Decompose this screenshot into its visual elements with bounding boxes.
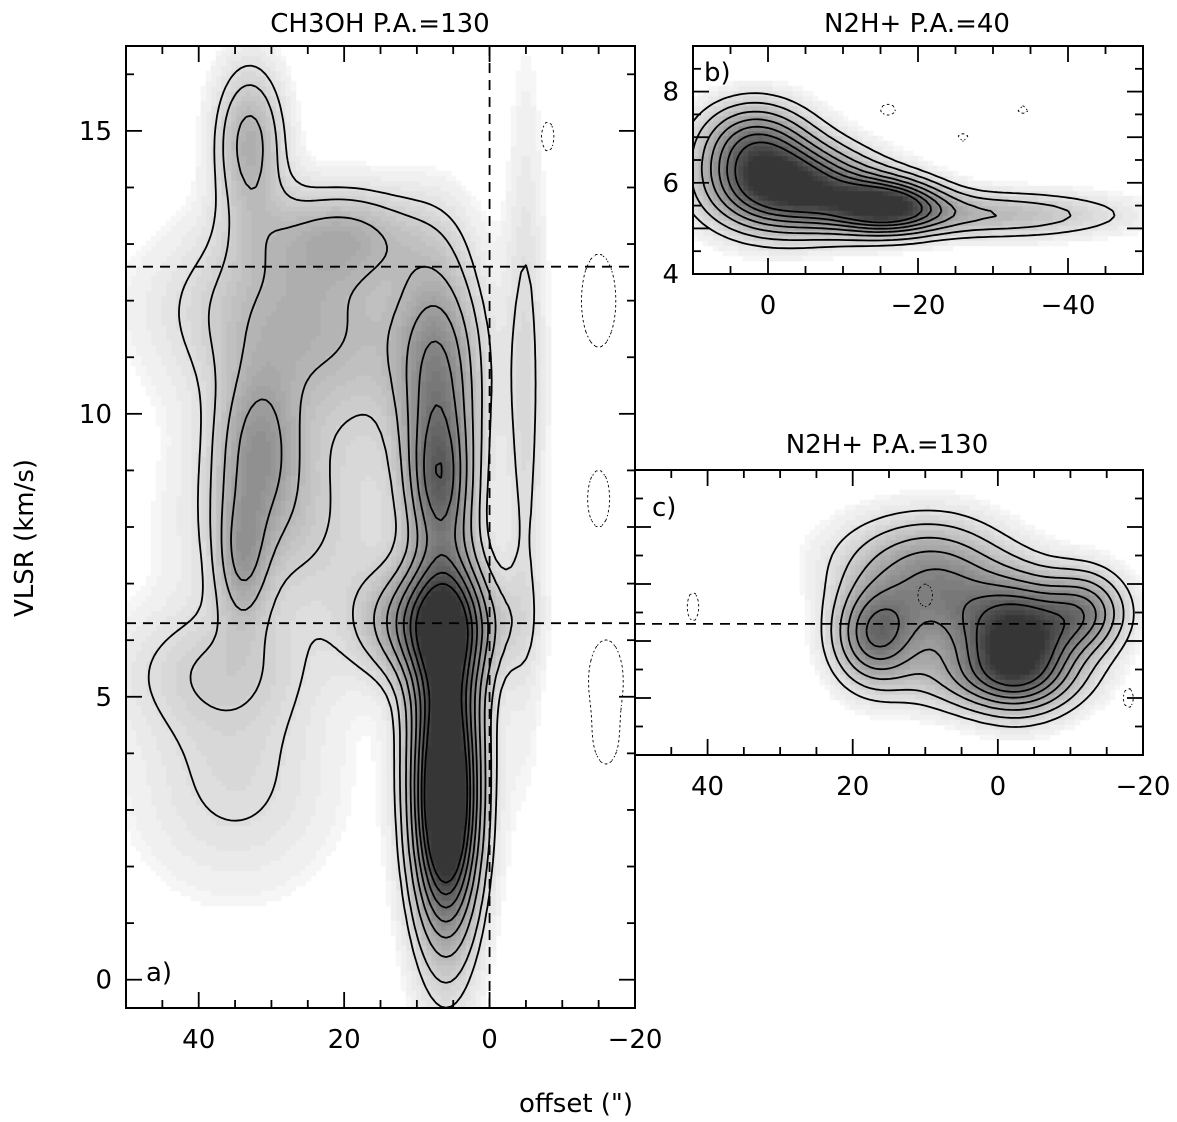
panel-c-contours [686,509,1135,728]
pc-contour-level [855,568,1097,699]
panel-c-n2h-pa130: N2H+ P.A.=130 40 20 0 −20 c) [634,430,1171,802]
panel-b-n2h-pa40: N2H+ P.A.=40 0 −20 −40 4 6 8 b) [662,9,1144,321]
pb-contour-level [734,141,923,224]
panel-b-title: N2H+ P.A.=40 [824,9,1010,39]
pa-contour-level [147,64,537,1008]
panel-b-label: b) [704,58,731,88]
pc-contour-level [820,509,1135,728]
pa-contour-level [230,305,489,939]
pb-x-tick-label: −40 [1041,291,1096,321]
pa-negative-contour [541,121,624,765]
pc-contour-level [839,536,1115,711]
pb-contour-level [693,92,1116,250]
pb-x-tick-label: 0 [760,291,777,321]
pa-contour-level [415,582,469,884]
pc-x-tick-label: −20 [1116,772,1171,802]
pa-intensity-band [126,46,552,1008]
pc-contour-level [847,550,1107,705]
panel-a-title: CH3OH P.A.=130 [270,9,489,39]
pc-x-tick-label: 40 [691,772,724,802]
pa-y-tick-label: 10 [79,400,112,430]
panel-c-title: N2H+ P.A.=130 [786,430,989,460]
pb-intensity-band [693,80,1143,262]
pc-x-tick-label: 0 [990,772,1007,802]
pc-contour-level [865,594,1085,693]
pb-y-tick-label: 8 [662,78,679,108]
pb-contour-level [710,118,957,233]
panel-c-intensity-image [799,489,1143,741]
pa-contour-level [402,404,478,909]
pb-negative-contour [880,103,1029,142]
pb-contour-level [726,133,932,227]
panel-c-label: c) [652,493,676,523]
pc-x-tick-label: 20 [836,772,869,802]
panel-b-contours [693,92,1116,250]
panel-a-reference-lines [126,46,635,1008]
pb-contour-level [693,101,1072,242]
pa-y-tick-label: 5 [95,683,112,713]
pa-x-tick-label: 40 [182,1025,215,1055]
pa-intensity-band [130,55,542,1008]
pb-y-tick-label: 6 [662,169,679,199]
panel-b-intensity-image [693,80,1143,262]
pa-y-tick-label: 0 [95,966,112,996]
x-axis-label: offset (") [519,1089,633,1119]
pc-contour-level [830,523,1125,719]
pb-contour-level [700,110,998,237]
pa-x-tick-label: −20 [608,1025,663,1055]
panel-a-ch3oh: CH3OH P.A.=130 40 20 0 −20 0 5 10 15 a) [79,9,663,1055]
pb-y-tick-label: 4 [662,260,679,290]
pc-negative-contour [686,583,1134,708]
pa-contour-level [220,114,497,958]
pa-y-tick-label: 15 [79,117,112,147]
y-axis-label: VLSR (km/s) [10,459,40,617]
pb-x-tick-label: −20 [891,291,946,321]
pc-intensity-band [799,489,1143,741]
panel-c-axes: 40 20 0 −20 [634,469,1171,802]
pa-x-tick-label: 20 [328,1025,361,1055]
pa-intensity-band [126,46,552,1008]
pa-x-tick-label: 0 [481,1025,498,1055]
panel-b-axes: 0 −20 −40 4 6 8 [662,45,1144,321]
pc-contour-level [975,603,1066,687]
pa-contour-level [409,462,474,896]
pa-contour-level [395,340,484,923]
pb-contour-level [718,125,943,230]
panel-a-label: a) [146,958,172,988]
